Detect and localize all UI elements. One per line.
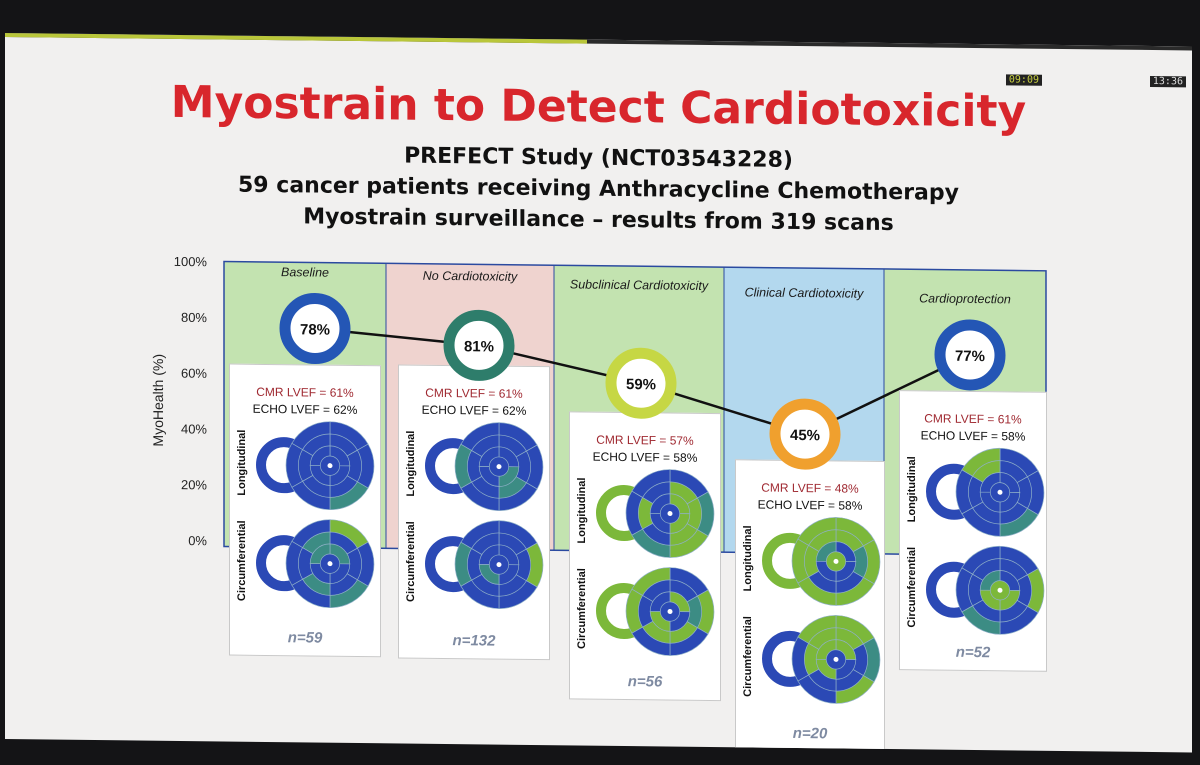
category-label: Clinical Cardiotoxicity bbox=[745, 285, 865, 300]
value-label: 81% bbox=[464, 338, 494, 355]
category-label: No Cardiotoxicity bbox=[423, 269, 518, 284]
panel-card-3: CMR LVEF = 48% ECHO LVEF = 58% Longitudina… bbox=[735, 459, 885, 753]
category-label: Baseline bbox=[281, 265, 329, 280]
y-tick-label: 80% bbox=[181, 310, 207, 325]
panel-cards: CMR LVEF = 61% ECHO LVEF = 62% Longitudina… bbox=[5, 33, 1192, 753]
value-ring-1 bbox=[443, 309, 515, 381]
value-label: 77% bbox=[955, 348, 985, 365]
circumferential-bullseye bbox=[425, 520, 544, 609]
value-label: 45% bbox=[790, 427, 820, 444]
slide-screen: 09:09 13:36 Myostrain to Detect Cardioto… bbox=[5, 33, 1192, 753]
category-label: Subclinical Cardiotoxicity bbox=[570, 277, 709, 293]
bullseye-center-dot bbox=[327, 561, 333, 567]
panel-card-4: CMR LVEF = 61% ECHO LVEF = 58% Longitudina… bbox=[899, 390, 1047, 672]
bullseye-center-dot bbox=[496, 464, 502, 470]
longitudinal-bullseye bbox=[256, 421, 375, 511]
longitudinal-bullseye bbox=[762, 517, 881, 606]
longitudinal-bullseye bbox=[425, 422, 544, 511]
panel-card-2: CMR LVEF = 57% ECHO LVEF = 58% Longitudina… bbox=[569, 411, 721, 702]
category-label: Cardioprotection bbox=[919, 291, 1011, 306]
bullseye-center-dot bbox=[997, 489, 1003, 495]
value-ring-2 bbox=[605, 347, 677, 419]
bullseye-center-dot bbox=[327, 463, 333, 469]
circumferential-bullseye bbox=[762, 615, 881, 704]
y-tick-label: 60% bbox=[181, 366, 207, 381]
y-axis-label: MyoHealth (%) bbox=[150, 354, 166, 447]
circumferential-bullseye bbox=[256, 519, 375, 609]
y-tick-label: 0% bbox=[188, 533, 207, 548]
circumferential-bullseye bbox=[926, 545, 1045, 635]
bullseye-center-dot bbox=[667, 609, 673, 615]
panel-card-0: CMR LVEF = 61% ECHO LVEF = 62% Longitudina… bbox=[229, 363, 381, 658]
panel-card-1: CMR LVEF = 61% ECHO LVEF = 62% Longitudina… bbox=[398, 364, 550, 661]
circumferential-bullseye bbox=[596, 567, 715, 656]
value-label: 59% bbox=[626, 376, 656, 393]
value-ring-4 bbox=[934, 319, 1006, 391]
value-ring-3 bbox=[769, 398, 841, 470]
longitudinal-bullseye bbox=[596, 469, 715, 558]
value-ring-layer: 78% 81% 59% 45% 77% bbox=[279, 293, 1006, 470]
y-tick-label: 100% bbox=[174, 254, 208, 269]
bullseye-center-dot bbox=[667, 511, 673, 517]
y-tick-label: 40% bbox=[181, 421, 207, 436]
y-tick-label: 20% bbox=[181, 477, 207, 492]
bullseye-center-dot bbox=[833, 558, 839, 564]
longitudinal-bullseye bbox=[926, 447, 1045, 537]
value-label: 78% bbox=[300, 321, 330, 338]
bullseye-center-dot bbox=[496, 562, 502, 568]
bullseye-center-dot bbox=[833, 656, 839, 662]
value-ring-0 bbox=[279, 293, 351, 365]
bullseye-center-dot bbox=[997, 587, 1003, 593]
